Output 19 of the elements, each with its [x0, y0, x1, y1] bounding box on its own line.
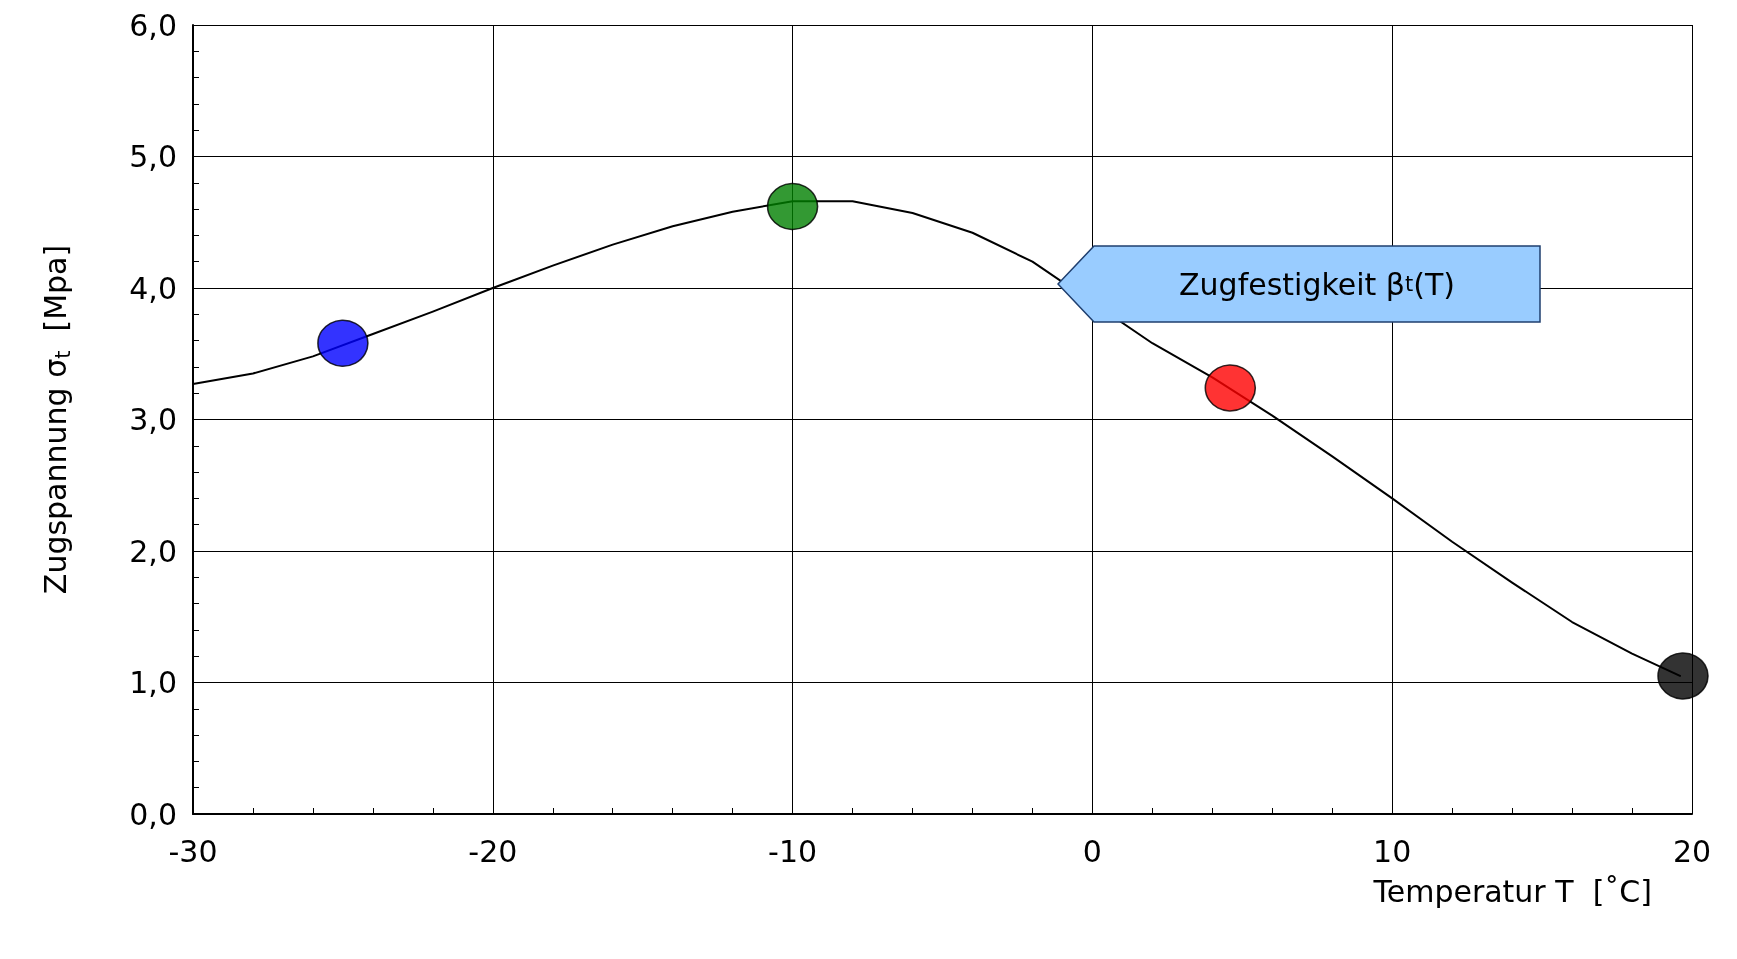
y-tick-label: 4,0: [129, 270, 177, 306]
point: [1657, 652, 1709, 700]
x-tick-label: 10: [1373, 833, 1412, 869]
y-tick-label: 3,0: [129, 402, 177, 437]
y-tick-label: 1,0: [129, 665, 177, 700]
y-tick-label: 0,0: [129, 796, 177, 832]
y-tick-label: 6,0: [129, 7, 177, 43]
x-axis-title: Temperatur T [˚C]: [1372, 873, 1652, 909]
x-tick-label: 0: [1082, 833, 1102, 869]
point: [766, 182, 819, 231]
point: [1204, 364, 1257, 412]
x-tick-label: -30: [168, 833, 218, 869]
y-tick-label: 5,0: [129, 139, 177, 174]
x-tick-label: -20: [468, 833, 518, 869]
x-tick-label: -10: [768, 833, 818, 869]
point: [317, 319, 369, 367]
y-axis-title: Zugspannung σt [Mpa]: [38, 244, 75, 595]
y-tick-label: 2,0: [129, 533, 177, 569]
x-tick-label: 20: [1672, 833, 1712, 869]
